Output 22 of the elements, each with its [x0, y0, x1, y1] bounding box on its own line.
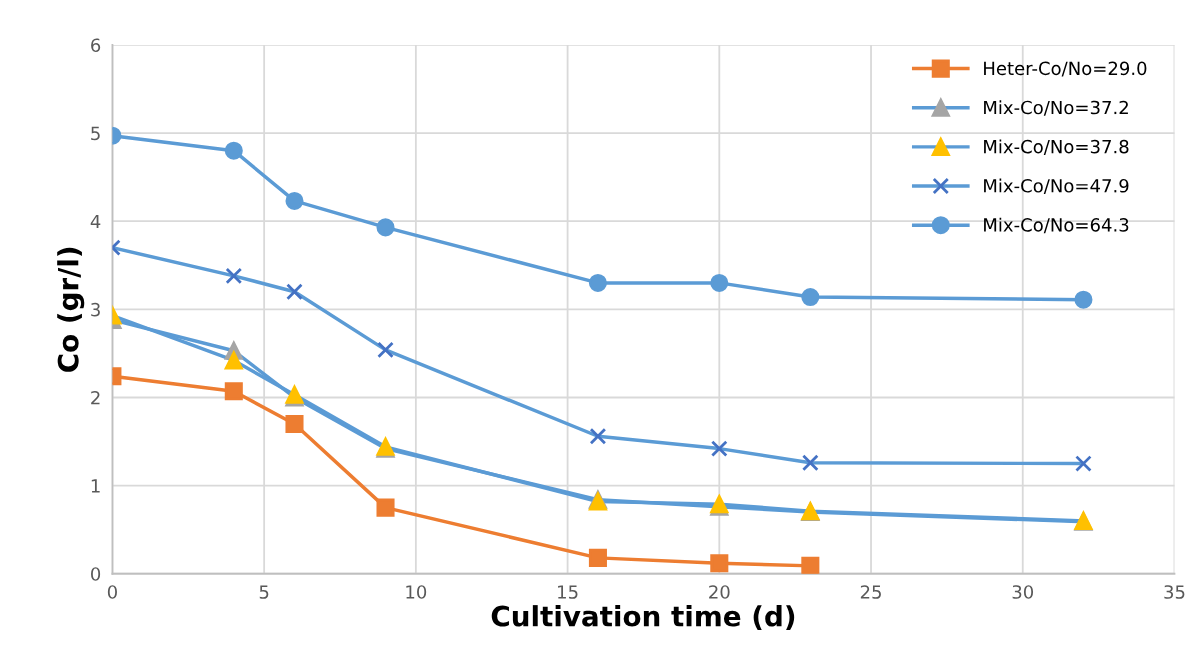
x-tick-label: 35 [1164, 585, 1185, 599]
x-tick-label: 15 [558, 585, 578, 599]
legend-label: Mix-Co/No=37.8 [984, 139, 1129, 155]
y-tick-label: 6 [91, 38, 101, 53]
x-tick-label: 0 [107, 585, 117, 599]
y-tick-label: 0 [91, 567, 101, 581]
y-tick-label: 4 [90, 214, 101, 229]
x-axis-title: Cultivation time (d) [491, 605, 795, 630]
x-tick-label: 20 [709, 585, 730, 599]
x-tick-label: 5 [259, 585, 269, 599]
legend-label: Heter-Co/No=29.0 [984, 61, 1147, 77]
y-tick-label: 1 [91, 479, 100, 493]
x-tick-label: 25 [860, 585, 881, 599]
legend-label: Mix-Co/No=64.3 [984, 217, 1129, 234]
x-tick-label: 10 [406, 585, 427, 599]
y-tick-label: 5 [91, 126, 100, 141]
x-tick-label: 30 [1012, 585, 1034, 599]
legend-label: Mix-Co/No=47.9 [984, 178, 1129, 195]
y-axis-title: Co (gr/l) [57, 247, 85, 372]
y-tick-label: 3 [91, 302, 100, 317]
y-tick-label: 2 [91, 390, 100, 405]
legend-label: Mix-Co/No=37.2 [984, 100, 1128, 116]
